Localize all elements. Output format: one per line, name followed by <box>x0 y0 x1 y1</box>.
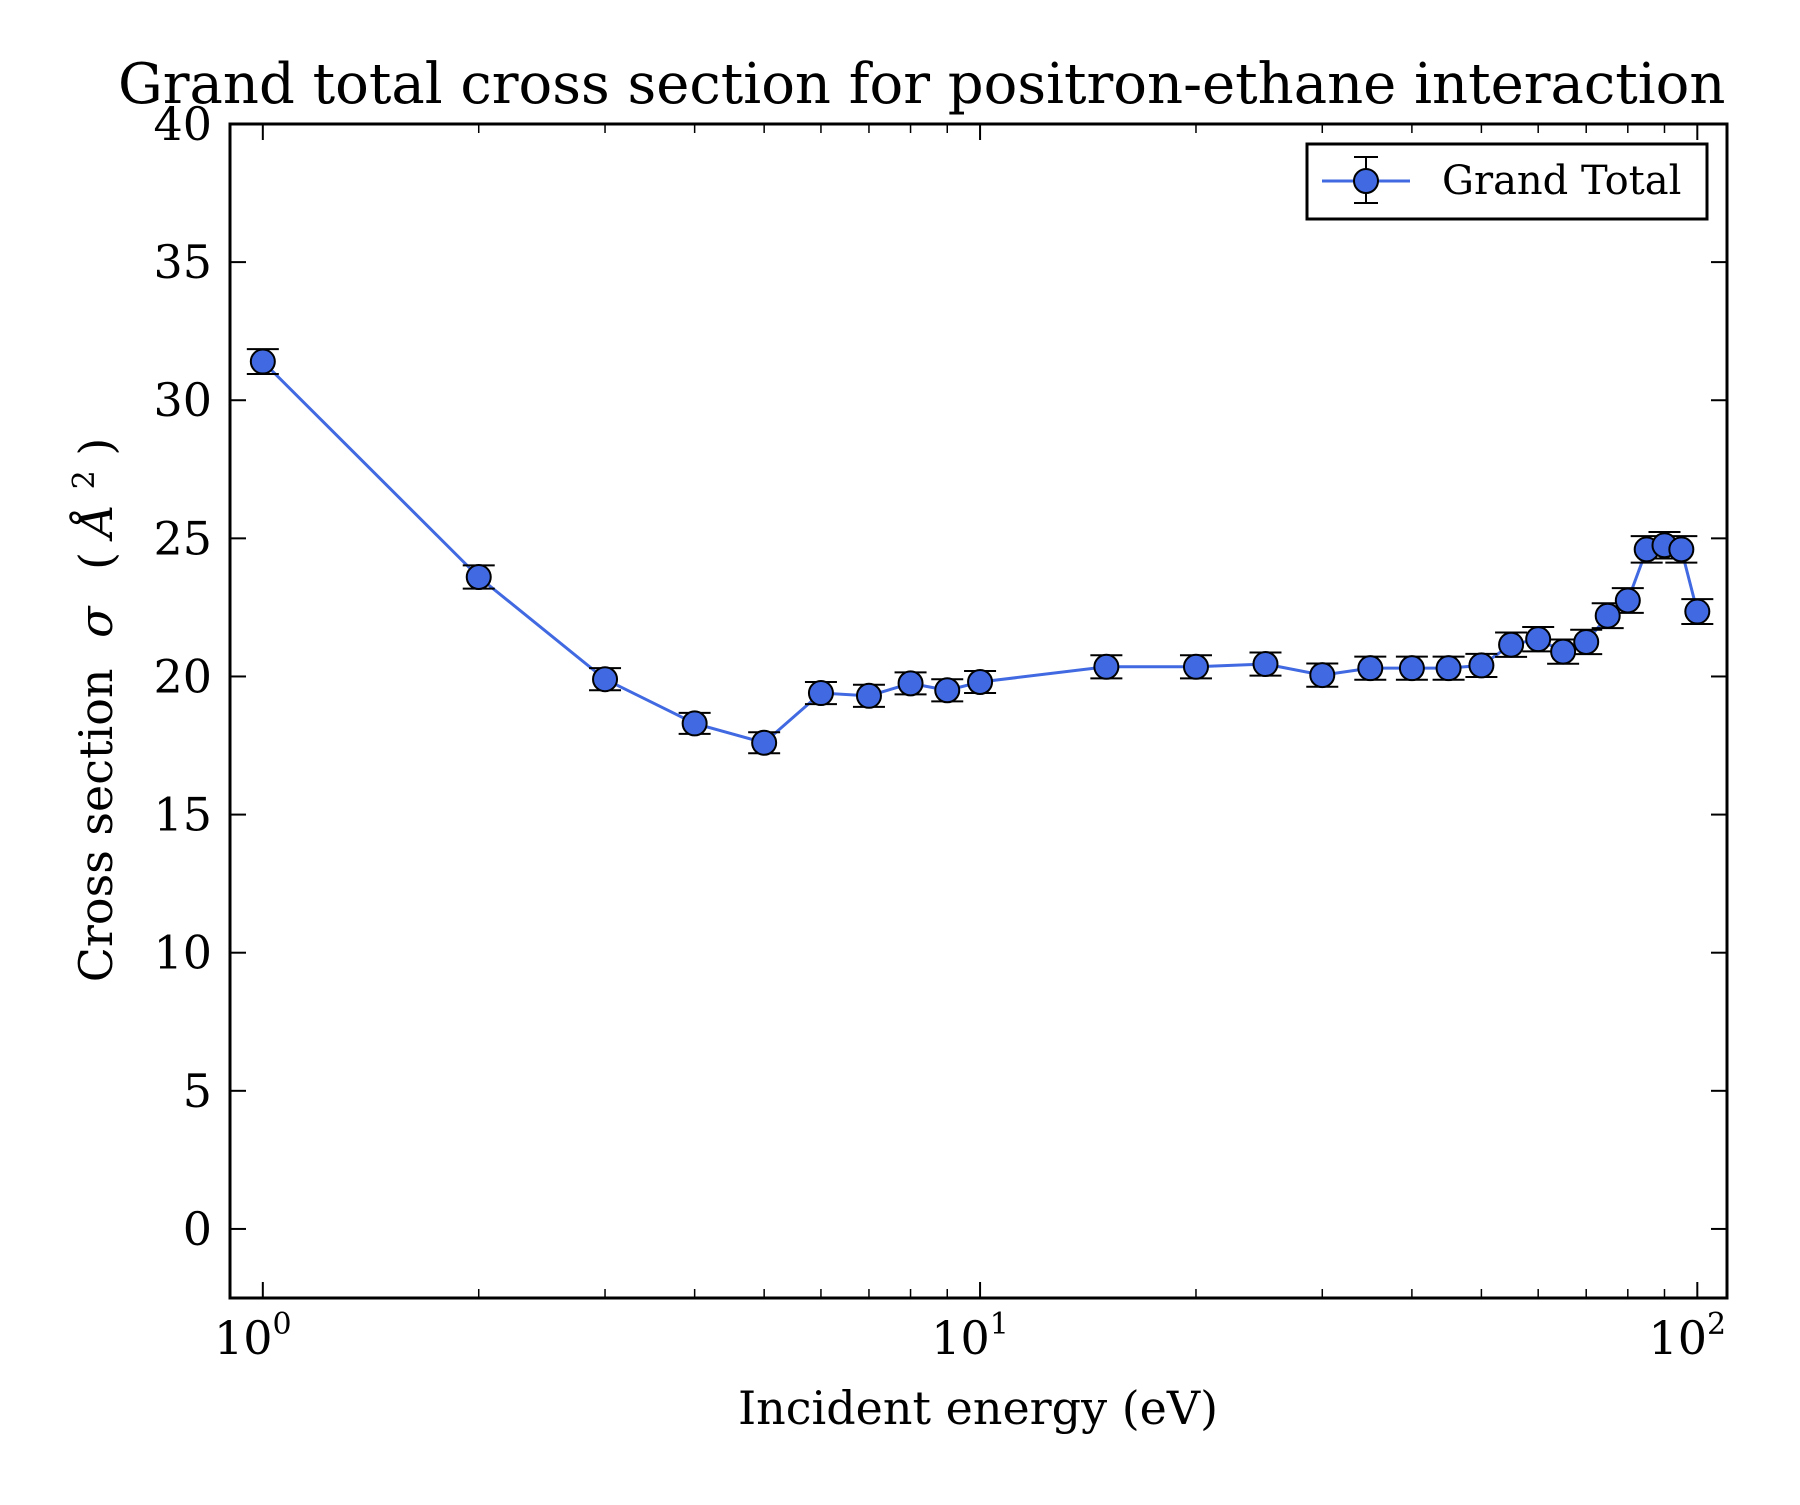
y-axis-title-unit-power: 2 <box>67 470 102 489</box>
series-layer <box>246 348 1714 756</box>
data-point <box>1182 653 1209 680</box>
y-tick-label: 0 <box>183 1202 212 1256</box>
y-tick-label: 20 <box>153 649 212 703</box>
y-tick-label: 35 <box>153 235 212 289</box>
data-point <box>1525 626 1552 653</box>
data-point <box>1498 631 1525 658</box>
x-tick-label: 100 <box>214 1307 292 1365</box>
data-point <box>807 680 834 707</box>
data-point <box>967 668 994 695</box>
data-point <box>1468 652 1495 679</box>
data-point <box>1398 655 1425 682</box>
y-tick-label: 25 <box>153 511 212 565</box>
y-axis-title-unit-close: ) <box>69 438 123 456</box>
data-point <box>1357 655 1384 682</box>
data-point <box>1093 653 1120 680</box>
data-point <box>681 710 708 737</box>
y-axis-title-unit-letter: Å <box>68 504 123 542</box>
x-tick-label: 101 <box>931 1307 1009 1365</box>
legend-marker <box>1353 168 1379 194</box>
y-axis-title-symbol: σ <box>69 605 123 638</box>
data-point <box>934 677 961 704</box>
data-point <box>1594 602 1621 629</box>
y-tick-label: 15 <box>153 788 212 842</box>
data-point <box>751 729 778 756</box>
x-axis-title: Incident energy (eV) <box>738 1381 1218 1435</box>
data-point <box>1309 662 1336 689</box>
data-point <box>249 348 276 375</box>
data-point <box>592 666 619 693</box>
legend-label: Grand Total <box>1442 158 1681 204</box>
y-tick-label: 40 <box>153 97 212 151</box>
data-point <box>1435 655 1462 682</box>
data-point <box>1684 598 1711 625</box>
data-point <box>897 670 924 697</box>
data-point <box>1550 638 1577 665</box>
y-tick-label: 30 <box>153 373 212 427</box>
data-point <box>1668 536 1695 563</box>
data-point <box>855 682 882 709</box>
data-point <box>1573 628 1600 655</box>
plot-area <box>228 122 1729 1300</box>
y-axis: 0 5 10 15 20 25 30 35 40 <box>153 97 1727 1256</box>
x-axis: 100 101 102 <box>214 124 1726 1365</box>
y-axis-title: Cross section σ ( Å 2 ) <box>51 438 123 983</box>
data-point <box>1614 587 1641 614</box>
data-point <box>1252 651 1279 678</box>
data-point <box>465 564 492 591</box>
x-tick-label: 102 <box>1648 1307 1726 1365</box>
chart-title: Grand total cross section for positron-e… <box>118 52 1725 117</box>
y-axis-title-unit-open: ( <box>69 552 123 570</box>
y-tick-label: 5 <box>183 1064 212 1118</box>
y-tick-label: 10 <box>153 926 212 980</box>
legend: Grand Total <box>1305 142 1709 221</box>
y-axis-title-prefix: Cross section <box>69 668 123 982</box>
